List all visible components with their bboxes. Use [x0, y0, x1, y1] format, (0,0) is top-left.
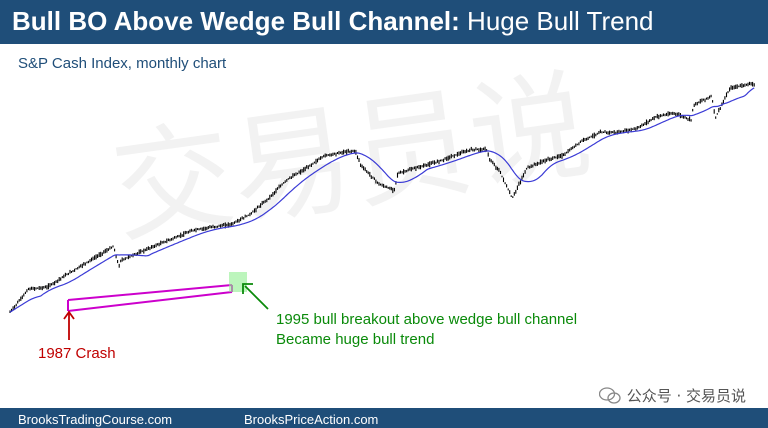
moving-average-line	[9, 87, 755, 313]
breakout-annotation-line1: 1995 bull breakout above wedge bull chan…	[276, 311, 578, 328]
breakout-arrow	[242, 283, 269, 310]
breakout-annotation-line2: Became huge bull trend	[276, 331, 435, 348]
wechat-icon	[598, 386, 621, 404]
wechat-watermark: 公众号 · 交易员说	[598, 385, 746, 406]
wechat-label: 公众号 · 交易员说	[626, 387, 746, 405]
crash-annotation: 1987 Crash	[38, 345, 116, 362]
price-bars	[9, 81, 755, 313]
breakout-highlight	[229, 272, 247, 292]
footer-bar: BrooksTradingCourse.com BrooksPriceActio…	[0, 408, 768, 428]
page-title: Bull BO Above Wedge Bull Channel: Huge B…	[12, 6, 654, 36]
title-bar: Bull BO Above Wedge Bull Channel: Huge B…	[0, 0, 768, 44]
footer-link-left[interactable]: BrooksTradingCourse.com	[18, 412, 173, 427]
chart-subtitle: S&P Cash Index, monthly chart	[18, 55, 227, 72]
wedge-channel	[67, 284, 233, 312]
crash-arrow	[63, 310, 75, 340]
footer-link-right[interactable]: BrooksPriceAction.com	[244, 412, 379, 427]
